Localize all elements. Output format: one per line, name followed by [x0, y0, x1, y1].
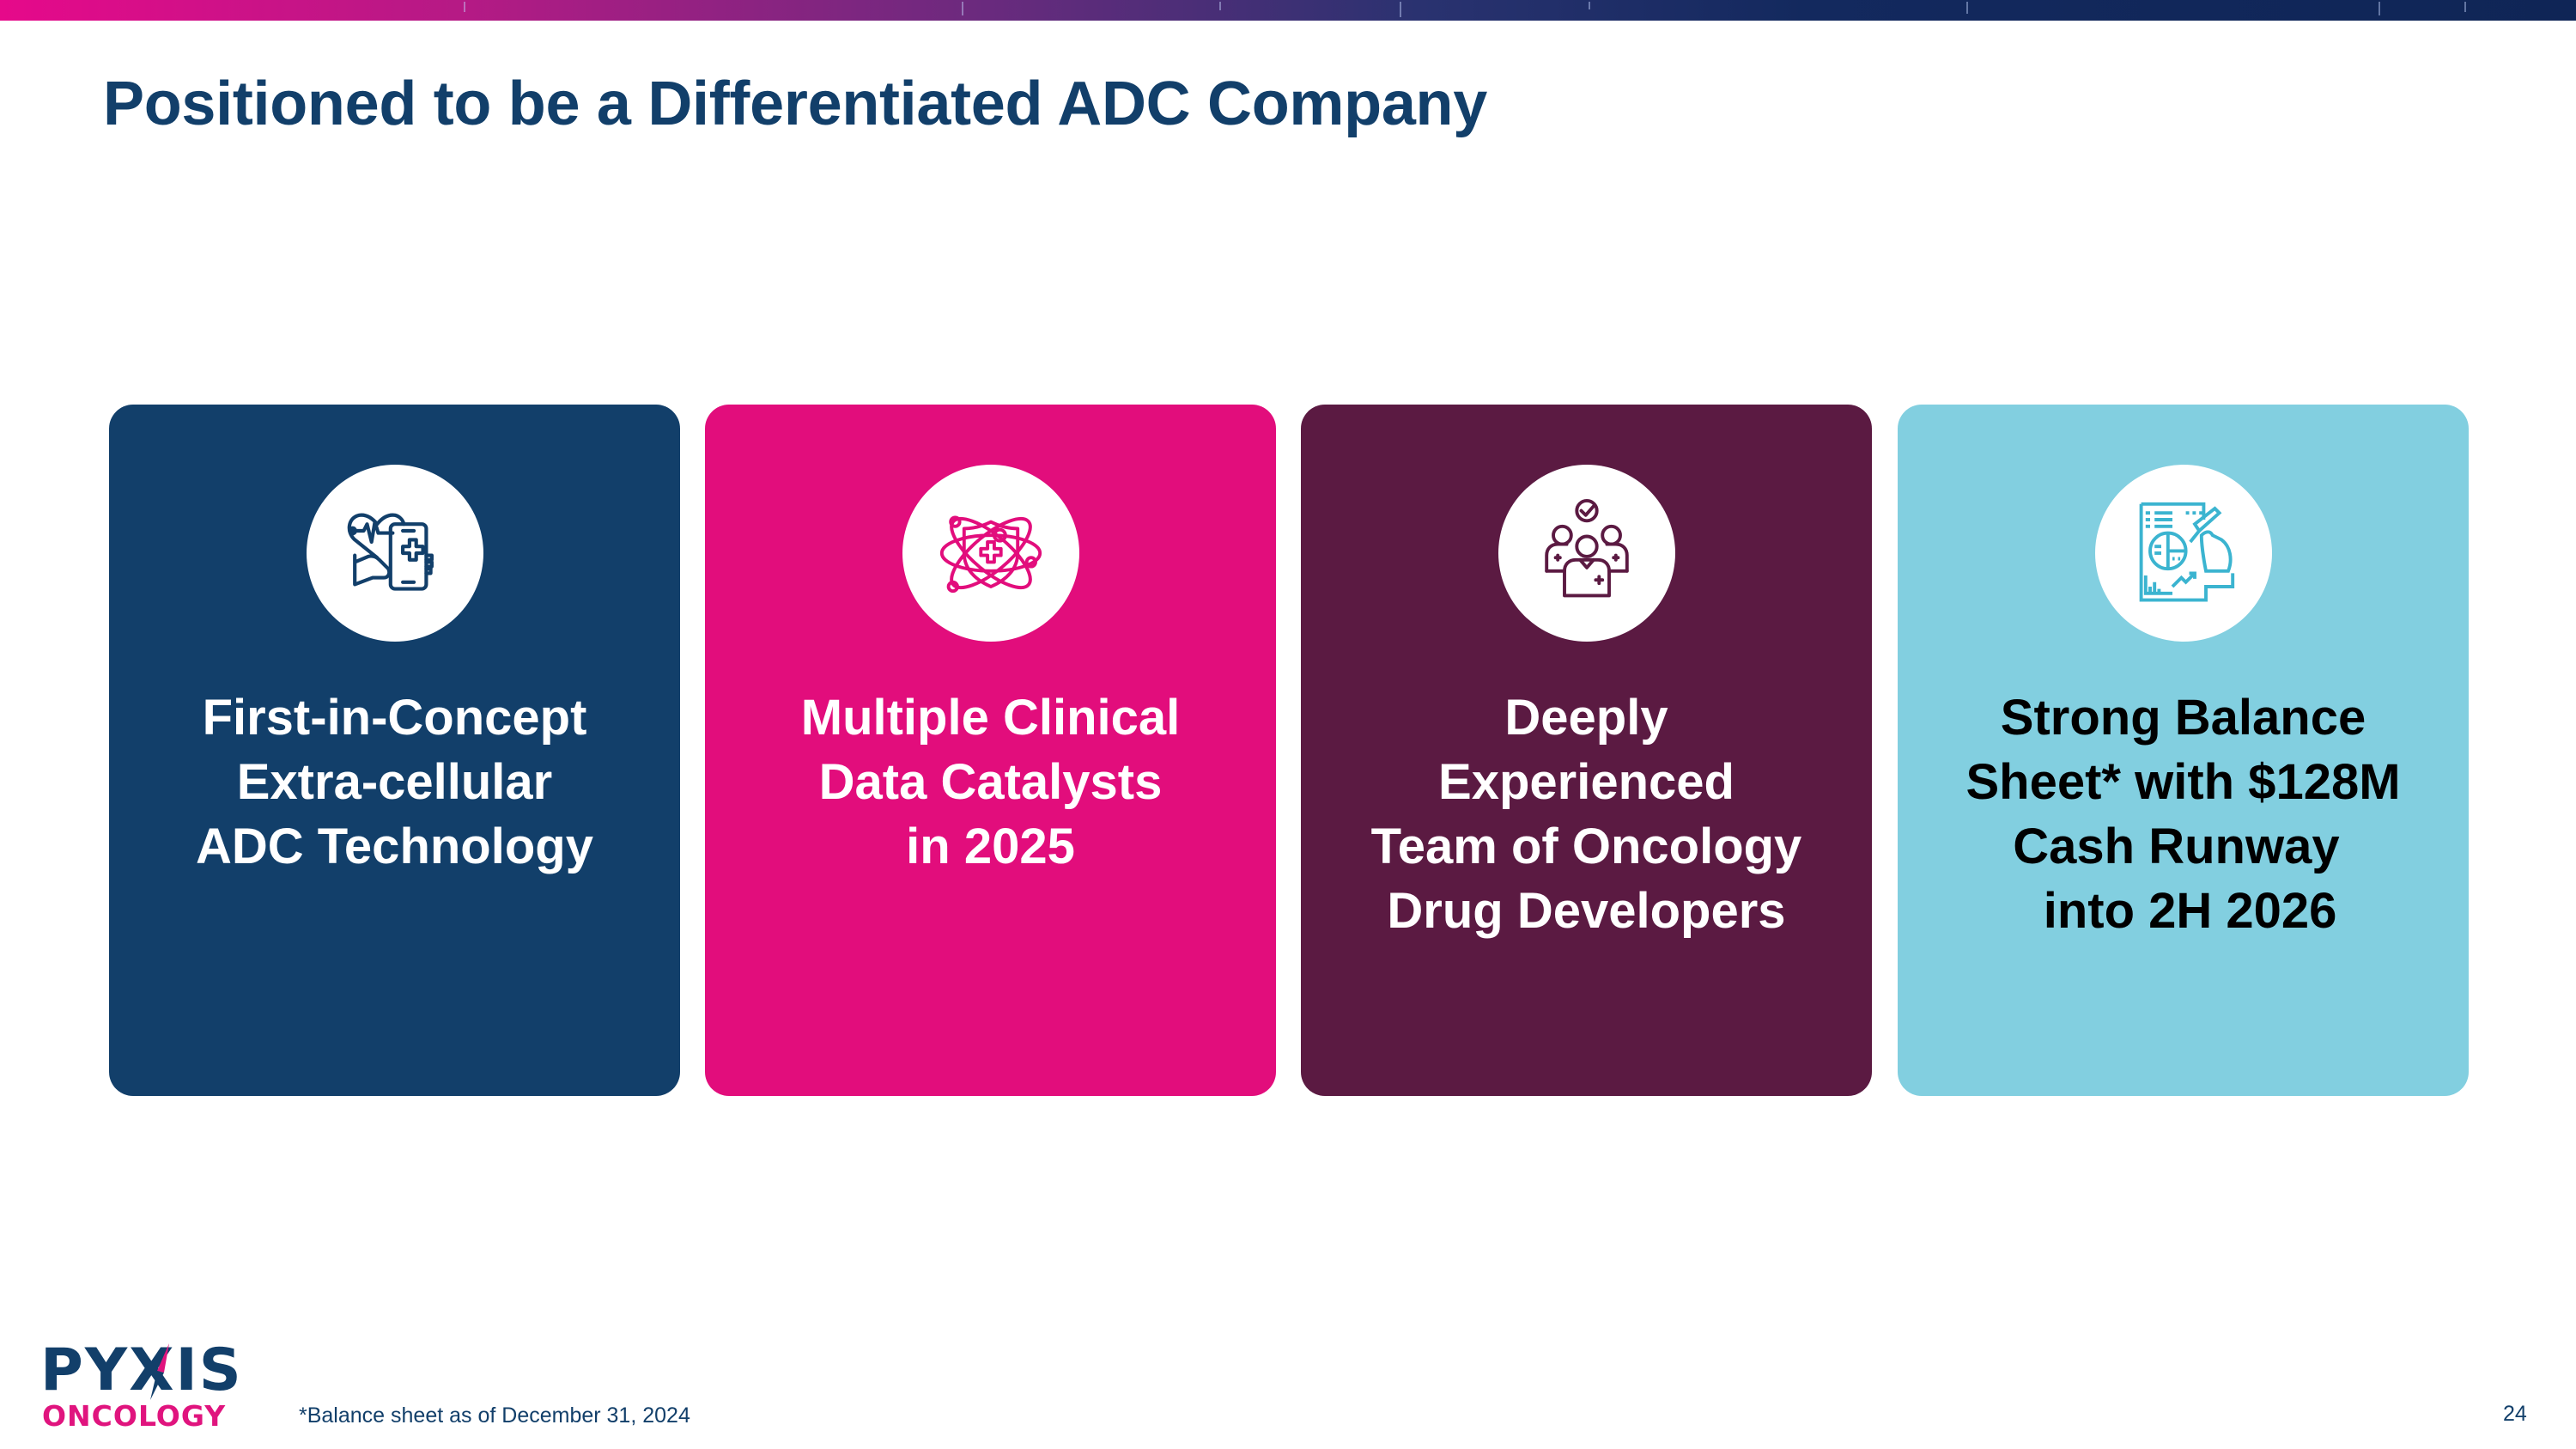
- banner-streak: [2464, 2, 2466, 12]
- banner-streak: [2379, 2, 2380, 15]
- top-banner: [0, 0, 2576, 21]
- card-text: First-in-Concept Extra-cellular ADC Tech…: [109, 685, 680, 879]
- card-line: Strong Balance: [2000, 690, 2366, 746]
- banner-streak: [1966, 2, 1968, 14]
- banner-streak: [1400, 2, 1401, 17]
- card-balance-sheet: Strong Balance Sheet* with $128M Cash Ru…: [1898, 405, 2469, 1096]
- card-experienced-team: Deeply Experienced Team of Oncology Drug…: [1301, 405, 1872, 1096]
- value-proposition-cards: First-in-Concept Extra-cellular ADC Tech…: [109, 405, 2469, 1096]
- footnote: *Balance sheet as of December 31, 2024: [299, 1403, 690, 1428]
- logo-subtitle: ONCOLOGY: [42, 1399, 227, 1433]
- card-line: Cash Runway: [2013, 819, 2354, 874]
- card-line: Drug Developers: [1387, 883, 1786, 939]
- icon-circle: [2094, 465, 2272, 642]
- card-line: Extra-cellular: [236, 754, 553, 810]
- card-line: ADC Technology: [196, 819, 593, 874]
- card-line: in 2025: [906, 819, 1075, 874]
- card-line: Deeply: [1504, 690, 1668, 746]
- card-line: Data Catalysts: [818, 754, 1163, 810]
- icon-circle: [306, 465, 483, 642]
- card-adc-technology: First-in-Concept Extra-cellular ADC Tech…: [109, 405, 680, 1096]
- card-clinical-catalysts: Multiple Clinical Data Catalysts in 2025: [705, 405, 1276, 1096]
- pyxis-oncology-logo: PYXIS ONCOLOGY: [40, 1342, 241, 1436]
- icon-circle: [1498, 465, 1675, 642]
- atom-shield-cross-icon: [939, 515, 1042, 594]
- card-text: Multiple Clinical Data Catalysts in 2025: [705, 685, 1276, 879]
- team-checkmark-icon: [1544, 498, 1629, 598]
- card-text: Deeply Experienced Team of Oncology Drug…: [1301, 685, 1872, 943]
- banner-streak: [1589, 2, 1590, 9]
- card-line: Experienced: [1438, 754, 1735, 810]
- card-line: First-in-Concept: [202, 690, 587, 746]
- card-text: Strong Balance Sheet* with $128M Cash Ru…: [1898, 685, 2469, 943]
- card-line: Team of Oncology: [1370, 819, 1802, 874]
- page-number: 24: [2503, 1402, 2527, 1426]
- card-line: Multiple Clinical: [800, 690, 1181, 746]
- card-line: Sheet* with $128M: [1965, 754, 2401, 810]
- heart-phone-medical-icon: [347, 513, 434, 591]
- financial-report-hand-icon: [2139, 502, 2234, 602]
- banner-streak: [1219, 2, 1221, 10]
- card-line: into 2H 2026: [2029, 883, 2337, 939]
- compass-needle-icon: [150, 1343, 169, 1400]
- icon-circle: [902, 465, 1079, 642]
- banner-streak: [464, 2, 465, 12]
- logo-wordmark: PYXIS: [40, 1336, 243, 1404]
- page-title: Positioned to be a Differentiated ADC Co…: [103, 70, 1487, 138]
- banner-streak: [962, 2, 963, 15]
